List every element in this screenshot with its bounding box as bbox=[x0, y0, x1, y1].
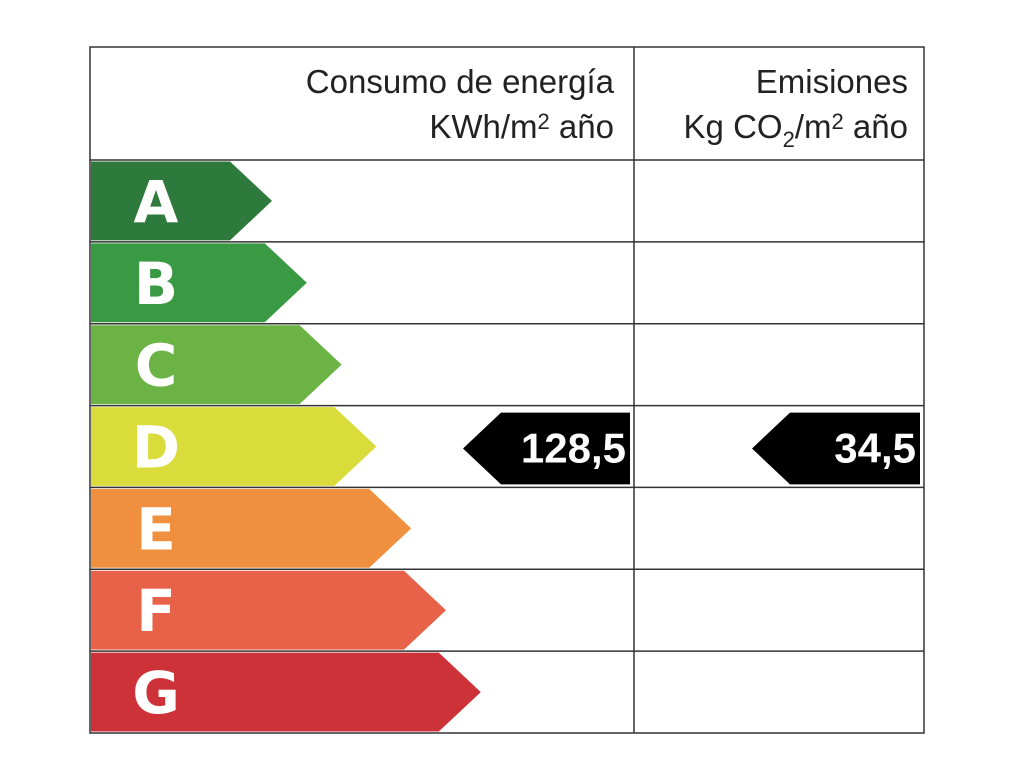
indicator-value: 34,5 bbox=[834, 425, 916, 472]
rating-arrow bbox=[91, 488, 412, 568]
unit-sub: 2 bbox=[783, 127, 795, 152]
emissions-title: Emisiones bbox=[756, 63, 908, 100]
emissions-unit: Kg CO2/m2 año bbox=[684, 108, 908, 152]
unit-part: año bbox=[844, 108, 908, 145]
indicator-value: 128,5 bbox=[521, 425, 626, 472]
unit-part: Kg CO bbox=[684, 108, 783, 145]
unit-part: /m bbox=[795, 108, 832, 145]
unit-sup: 2 bbox=[832, 109, 844, 134]
rating-arrow bbox=[91, 243, 307, 323]
rating-letter: C bbox=[135, 332, 178, 400]
frame bbox=[89, 46, 925, 734]
rating-letter: F bbox=[136, 577, 176, 645]
unit-part: año bbox=[550, 108, 614, 145]
indicator-arrow bbox=[463, 412, 630, 485]
energy-unit: KWh/m2 año bbox=[429, 108, 614, 145]
indicator-arrow bbox=[752, 412, 920, 485]
rating-letter: G bbox=[132, 659, 180, 727]
rating-arrow bbox=[91, 161, 272, 241]
energy-title: Consumo de energía bbox=[306, 63, 615, 100]
rating-arrow bbox=[91, 325, 342, 405]
unit-part: KWh/m bbox=[429, 108, 537, 145]
unit-sup: 2 bbox=[538, 109, 550, 134]
rating-arrow bbox=[91, 652, 481, 732]
rating-arrow bbox=[91, 407, 377, 486]
rating-arrow bbox=[91, 570, 446, 650]
rating-letter: B bbox=[134, 250, 178, 318]
rating-letter: D bbox=[132, 414, 180, 482]
rating-letter: A bbox=[134, 168, 179, 236]
rating-letter: E bbox=[136, 495, 176, 563]
